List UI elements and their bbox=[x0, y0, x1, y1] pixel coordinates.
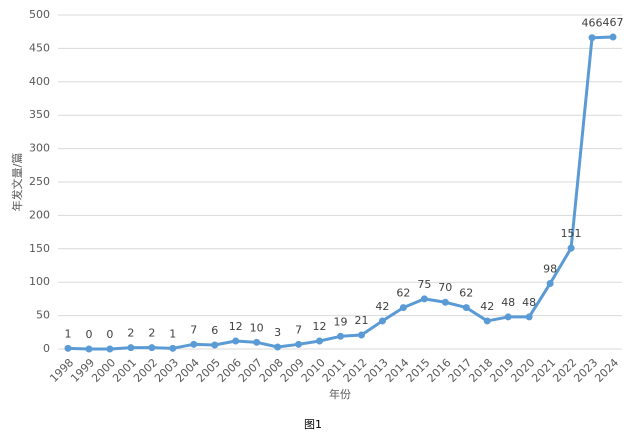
data-label: 7 bbox=[190, 323, 197, 336]
data-label: 75 bbox=[417, 278, 431, 291]
y-tick-label: 300 bbox=[29, 142, 50, 155]
point bbox=[462, 304, 470, 312]
point bbox=[169, 344, 177, 352]
point bbox=[106, 345, 114, 353]
y-tick-label: 200 bbox=[29, 208, 50, 221]
data-label: 3 bbox=[274, 326, 281, 339]
point bbox=[525, 313, 533, 321]
point bbox=[504, 313, 512, 321]
y-tick-label: 150 bbox=[29, 242, 50, 255]
point bbox=[378, 317, 386, 325]
point bbox=[211, 341, 219, 349]
point bbox=[588, 34, 596, 42]
data-label: 21 bbox=[354, 314, 368, 327]
y-tick-label: 350 bbox=[29, 108, 50, 121]
point bbox=[295, 340, 303, 348]
point bbox=[441, 298, 449, 306]
point bbox=[190, 340, 198, 348]
point bbox=[546, 280, 554, 288]
point bbox=[316, 337, 324, 345]
data-label: 0 bbox=[106, 328, 113, 341]
data-label: 7 bbox=[295, 323, 302, 336]
data-label: 2 bbox=[127, 327, 134, 340]
y-tick-label: 0 bbox=[43, 342, 50, 355]
point bbox=[483, 317, 491, 325]
data-label: 6 bbox=[211, 324, 218, 337]
data-label: 12 bbox=[313, 320, 327, 333]
data-label: 2 bbox=[148, 327, 155, 340]
y-tick-label: 250 bbox=[29, 175, 50, 188]
point bbox=[567, 244, 575, 252]
point bbox=[337, 332, 344, 340]
point bbox=[85, 345, 93, 353]
point bbox=[148, 344, 156, 352]
data-label: 98 bbox=[543, 263, 557, 276]
point bbox=[420, 295, 428, 303]
point bbox=[357, 331, 365, 339]
point bbox=[127, 344, 135, 352]
data-label: 48 bbox=[522, 296, 536, 309]
data-label: 466 bbox=[582, 17, 603, 30]
y-tick-label: 400 bbox=[29, 75, 50, 88]
figure-caption: 图1 bbox=[304, 418, 322, 431]
data-label: 1 bbox=[65, 327, 72, 340]
data-label: 62 bbox=[459, 287, 473, 300]
data-label: 70 bbox=[438, 281, 452, 294]
point bbox=[399, 304, 407, 312]
point bbox=[64, 344, 72, 352]
point bbox=[232, 337, 240, 345]
data-label: 10 bbox=[250, 321, 264, 334]
point bbox=[609, 33, 617, 41]
data-label: 151 bbox=[561, 227, 582, 240]
point bbox=[274, 343, 282, 351]
y-tick-label: 500 bbox=[29, 8, 50, 21]
y-tick-label: 50 bbox=[36, 309, 50, 322]
point bbox=[253, 338, 261, 346]
x-axis-label: 年份 bbox=[329, 387, 351, 401]
y-tick-label: 450 bbox=[29, 41, 50, 54]
data-label: 19 bbox=[334, 315, 348, 328]
data-label: 42 bbox=[480, 300, 494, 313]
data-label: 62 bbox=[396, 287, 410, 300]
x-tick-label: 2024 bbox=[592, 356, 621, 385]
data-label: 1 bbox=[169, 327, 176, 340]
data-label: 0 bbox=[85, 328, 92, 341]
y-axis-label: 年发文量/篇 bbox=[10, 153, 24, 212]
data-label: 467 bbox=[603, 16, 624, 29]
y-tick-label: 100 bbox=[29, 275, 50, 288]
data-label: 12 bbox=[229, 320, 243, 333]
data-label: 48 bbox=[501, 296, 515, 309]
data-label: 42 bbox=[375, 300, 389, 313]
